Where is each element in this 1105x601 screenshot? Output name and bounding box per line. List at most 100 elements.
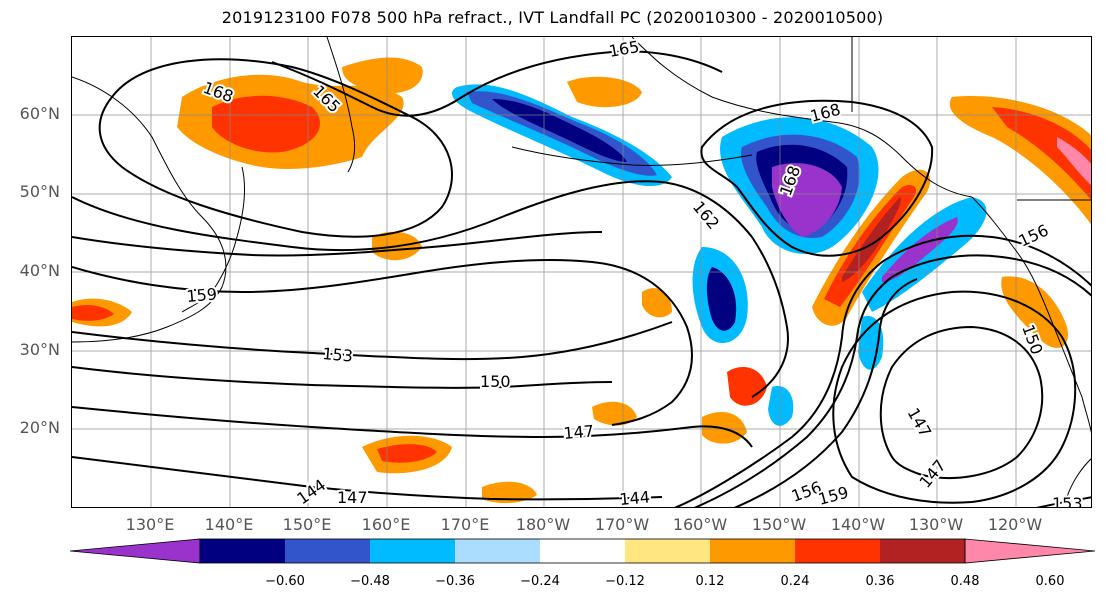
- clabel-165-b: 165: [607, 37, 640, 61]
- clabel-153: 153: [322, 344, 354, 366]
- shade-subtrop-5: [727, 367, 767, 406]
- lon-label-150w: 150°W: [751, 515, 807, 534]
- clabel-147-d: 147: [916, 456, 950, 492]
- contour-ridge-c: [734, 278, 918, 507]
- lon-label-140e: 140°E: [204, 515, 254, 534]
- coast-japan: [181, 166, 245, 313]
- colorbar-tick-label: −0.60: [265, 574, 305, 589]
- lat-label-60n: 60°N: [19, 104, 60, 123]
- lon-label-180w: 180°W: [515, 515, 571, 534]
- lat-label-40n: 40°N: [19, 261, 60, 280]
- clabel-162: 162: [689, 197, 723, 233]
- colorbar-tick-label: −0.24: [520, 574, 560, 589]
- colorbar-tick-label: 0.12: [695, 574, 725, 589]
- clabel-153-b: 153: [1052, 494, 1083, 508]
- lat-label-20n: 20°N: [19, 418, 60, 437]
- colorbar-cell-2: [285, 539, 371, 563]
- clabel-168-b: 168: [808, 100, 842, 126]
- contour-ridge-a: [674, 234, 1091, 507]
- coast-alaska: [631, 37, 973, 198]
- coast-mexico: [1066, 458, 1091, 498]
- lon-label-150e: 150°E: [282, 515, 332, 534]
- contour-147: [72, 406, 753, 448]
- contour-153: [72, 321, 673, 361]
- lon-label-130e: 130°E: [125, 515, 175, 534]
- lon-label-140w: 140°W: [830, 515, 886, 534]
- clabel-144-a: 144: [293, 475, 329, 508]
- lon-label-170e: 170°E: [440, 515, 490, 534]
- contour-159: [72, 259, 693, 426]
- coast-aleutians: [511, 146, 753, 166]
- graticule: [72, 37, 1091, 507]
- shade-subtrop-3: [592, 401, 637, 426]
- shade-ne-pink: [1057, 137, 1091, 186]
- clabel-150: 150: [480, 372, 511, 391]
- coastlines: [72, 37, 1091, 498]
- contours: [72, 50, 1091, 507]
- shade-south-blue: [768, 386, 794, 426]
- coast-bc-us: [971, 196, 1091, 434]
- contour-cutoff-inner: [879, 325, 1044, 479]
- clabel-144-b: 144: [619, 487, 651, 508]
- colorbar-tick-label: 0.48: [950, 574, 980, 589]
- coast-kamchatka: [326, 37, 356, 173]
- shade-pnw-purple: [882, 217, 958, 282]
- clabel-147-b: 147: [337, 488, 368, 507]
- shade-subtrop-6: [642, 288, 672, 318]
- contour-144: [72, 456, 663, 501]
- colorbar-cell-8: [795, 539, 881, 563]
- colorbar-tick-label: 0.24: [780, 574, 810, 589]
- colorbar-cell-3: [370, 539, 456, 563]
- contour-168-west: [98, 58, 453, 238]
- lon-label-160e: 160°E: [361, 515, 411, 534]
- contour-168-east: [700, 99, 934, 257]
- clabel-159-b: 159: [816, 483, 850, 508]
- contour-165-north: [271, 50, 723, 117]
- clabel-156-a: 156: [1016, 220, 1052, 250]
- colorbar-cell-1: [200, 539, 286, 563]
- clabel-159: 159: [186, 284, 218, 306]
- colorbar-tick-label: −0.48: [350, 574, 390, 589]
- colorbar-cell-10: [964, 538, 1095, 564]
- lat-label-50n: 50°N: [19, 182, 60, 201]
- shade-bering-orange: [567, 76, 642, 108]
- colorbar-cell-9: [880, 539, 966, 563]
- lon-label-120w: 120°W: [987, 515, 1043, 534]
- shade-east-central-blue: [858, 316, 884, 370]
- colorbar-tick-label: 0.36: [865, 574, 895, 589]
- shade-red-diag-dark: [842, 197, 901, 282]
- shade-subtrop-2: [482, 481, 537, 504]
- clabel-147-c: 147: [904, 405, 936, 441]
- colorbar: [70, 538, 1095, 564]
- map-svg: 168 165 165 168 162 168 156 159 153 150 …: [72, 37, 1091, 508]
- contour-150: [72, 366, 613, 389]
- shade-goa-purple: [772, 163, 842, 237]
- clabel-147-a: 147: [563, 421, 595, 443]
- coast-asia: [72, 76, 227, 343]
- shade-west-edge-core: [72, 305, 114, 321]
- colorbar-cell-6: [625, 539, 711, 563]
- lat-label-30n: 30°N: [19, 340, 60, 359]
- colorbar-tick-label: −0.36: [435, 574, 475, 589]
- colorbar-outline: [199, 538, 966, 564]
- shade-blue-crescent-core: [706, 267, 737, 331]
- lon-label-160w: 160°W: [672, 515, 728, 534]
- contour-ridge-b: [694, 254, 1091, 507]
- contour-cutoff-low: [832, 290, 1077, 504]
- colorbar-cell-7: [710, 539, 796, 563]
- colorbar-cell-4: [455, 539, 541, 563]
- lon-label-130w: 130°W: [908, 515, 964, 534]
- colorbar-cell-5: [540, 539, 626, 563]
- colorbar-cell-0: [70, 538, 201, 564]
- shade-ne-red: [992, 107, 1091, 200]
- shade-westcoast-orange: [1001, 276, 1068, 348]
- map-panel: 168 165 165 168 162 168 156 159 153 150 …: [71, 36, 1092, 508]
- contour-east-153: [1036, 496, 1091, 507]
- lon-label-170w: 170°W: [594, 515, 650, 534]
- colorbar-tick-label: −0.12: [605, 574, 645, 589]
- shade-kamchatka-orange: [342, 57, 423, 94]
- contour-156: [72, 231, 603, 257]
- plot-title: 2019123100 F078 500 hPa refract., IVT La…: [221, 8, 884, 27]
- colorbar-tick-label: 0.60: [1035, 574, 1065, 589]
- shade-okhotsk-red: [212, 95, 321, 153]
